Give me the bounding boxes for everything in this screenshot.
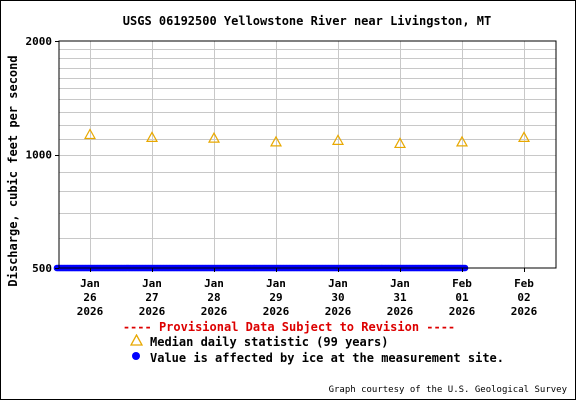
median-point (455, 135, 469, 147)
median-point (83, 128, 97, 140)
x-tick-label: 27 (145, 291, 158, 304)
x-tick-label: Feb (514, 277, 534, 290)
y-tick-label: 500 (32, 262, 52, 275)
data-layer (53, 128, 531, 272)
legend-item-ice: Value is affected by ice at the measurem… (129, 350, 504, 365)
x-tick-label: 2026 (77, 305, 104, 318)
median-series (83, 128, 531, 149)
x-tick-label: 2026 (201, 305, 228, 318)
grid-layer (59, 41, 556, 268)
provisional-note: ---- Provisional Data Subject to Revisio… (122, 320, 456, 334)
x-tick-label: 29 (269, 291, 282, 304)
x-tick-label: 2026 (263, 305, 290, 318)
x-tick-label: Jan (142, 277, 162, 290)
x-tick-label: Jan (390, 277, 410, 290)
x-tick-label: Feb (452, 277, 472, 290)
x-tick-label: Jan (80, 277, 100, 290)
median-point (207, 131, 221, 143)
plot-area-border (58, 40, 557, 269)
median-point (517, 131, 531, 143)
x-tick-label: 31 (393, 291, 407, 304)
x-tick-label: 2026 (449, 305, 476, 318)
x-tick-label: 02 (517, 291, 530, 304)
x-tick-label: 2026 (387, 305, 414, 318)
x-tick-label: 30 (331, 291, 344, 304)
median-point (393, 137, 407, 149)
x-tick-label: 2026 (139, 305, 166, 318)
chart-title: USGS 06192500 Yellowstone River near Liv… (123, 14, 491, 28)
axis-layer: 50010002000Jan262026Jan272026Jan282026Ja… (26, 35, 538, 318)
x-tick-label: Jan (328, 277, 348, 290)
median-point (269, 135, 283, 147)
legend-label-median: Median daily statistic (99 years) (150, 335, 389, 349)
x-tick-label: 28 (207, 291, 220, 304)
x-tick-label: 2026 (511, 305, 538, 318)
y-tick-label: 1000 (26, 149, 53, 162)
y-tick-label: 2000 (26, 35, 53, 48)
legend-item-median: Median daily statistic (99 years) (129, 333, 389, 349)
credit-text: Graph courtesy of the U.S. Geological Su… (328, 385, 567, 395)
x-tick-label: 26 (83, 291, 97, 304)
median-point (331, 134, 345, 145)
dot-icon (129, 350, 143, 365)
triangle-icon (129, 333, 143, 349)
y-axis-label: Discharge, cubic feet per second (6, 55, 20, 286)
x-tick-label: 01 (455, 291, 469, 304)
x-tick-label: Jan (204, 277, 224, 290)
median-point (145, 131, 159, 143)
legend-label-ice: Value is affected by ice at the measurem… (150, 351, 505, 365)
x-tick-label: 2026 (325, 305, 352, 318)
x-tick-label: Jan (266, 277, 286, 290)
